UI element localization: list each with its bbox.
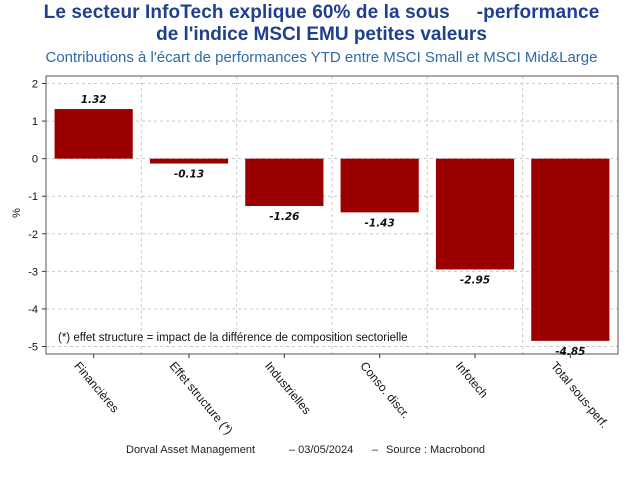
x-tick-label: Effet structure (*)	[167, 359, 236, 437]
bar	[54, 109, 133, 159]
bar	[340, 158, 419, 213]
y-tick-label: 0	[32, 154, 38, 166]
footer-source-org: Dorval Asset Management	[126, 444, 256, 456]
y-tick-label: -2	[28, 229, 38, 241]
footer-date: – 03/05/2024	[289, 444, 354, 456]
data-label: -1.26	[269, 211, 299, 223]
x-tick-label: Infotech	[453, 359, 491, 401]
data-label: -4.85	[555, 346, 585, 358]
footer-separator: –	[372, 444, 379, 456]
plot-frame	[45, 75, 619, 355]
data-label: -2.95	[460, 274, 490, 286]
bar	[149, 158, 229, 164]
y-tick-label: 1	[32, 116, 38, 128]
y-tick-label: -5	[28, 341, 38, 353]
y-tick-label: -1	[28, 191, 38, 203]
y-tick-label: -4	[28, 304, 38, 316]
y-tick-label: -3	[28, 266, 38, 278]
x-tick-label: Financières	[71, 359, 122, 416]
data-label: -0.13	[174, 169, 204, 181]
x-tick-label: Total sous-perf.	[548, 359, 611, 431]
bar	[435, 158, 515, 270]
data-label: 1.32	[81, 94, 107, 106]
chart-title-line1: Le secteur InfoTech explique 60% de la s…	[43, 2, 600, 23]
x-tick-label: Conso. discr.	[357, 359, 412, 421]
bar	[245, 158, 324, 206]
bar-chart: 2 1 0 -1 -2 -3 -4 -5 Financières Effet structure …	[11, 75, 619, 437]
chart-footer: Dorval Asset Management – 03/05/2024 – S…	[0, 444, 643, 504]
y-axis-label: %	[11, 208, 23, 218]
chart-annotation: (*) effet structure = impact de la diffé…	[58, 332, 408, 344]
chart-subtitle: Contributions à l'écart de performances …	[45, 49, 598, 66]
footer-source: Source : Macrobond	[386, 444, 486, 456]
chart-title-line2: de l'indice MSCI EMU petites valeurs	[156, 24, 487, 45]
y-tick-label: 2	[32, 79, 38, 91]
bar	[531, 158, 610, 341]
data-label: -1.43	[365, 217, 395, 229]
x-tick-label: Industrielles	[262, 359, 314, 417]
